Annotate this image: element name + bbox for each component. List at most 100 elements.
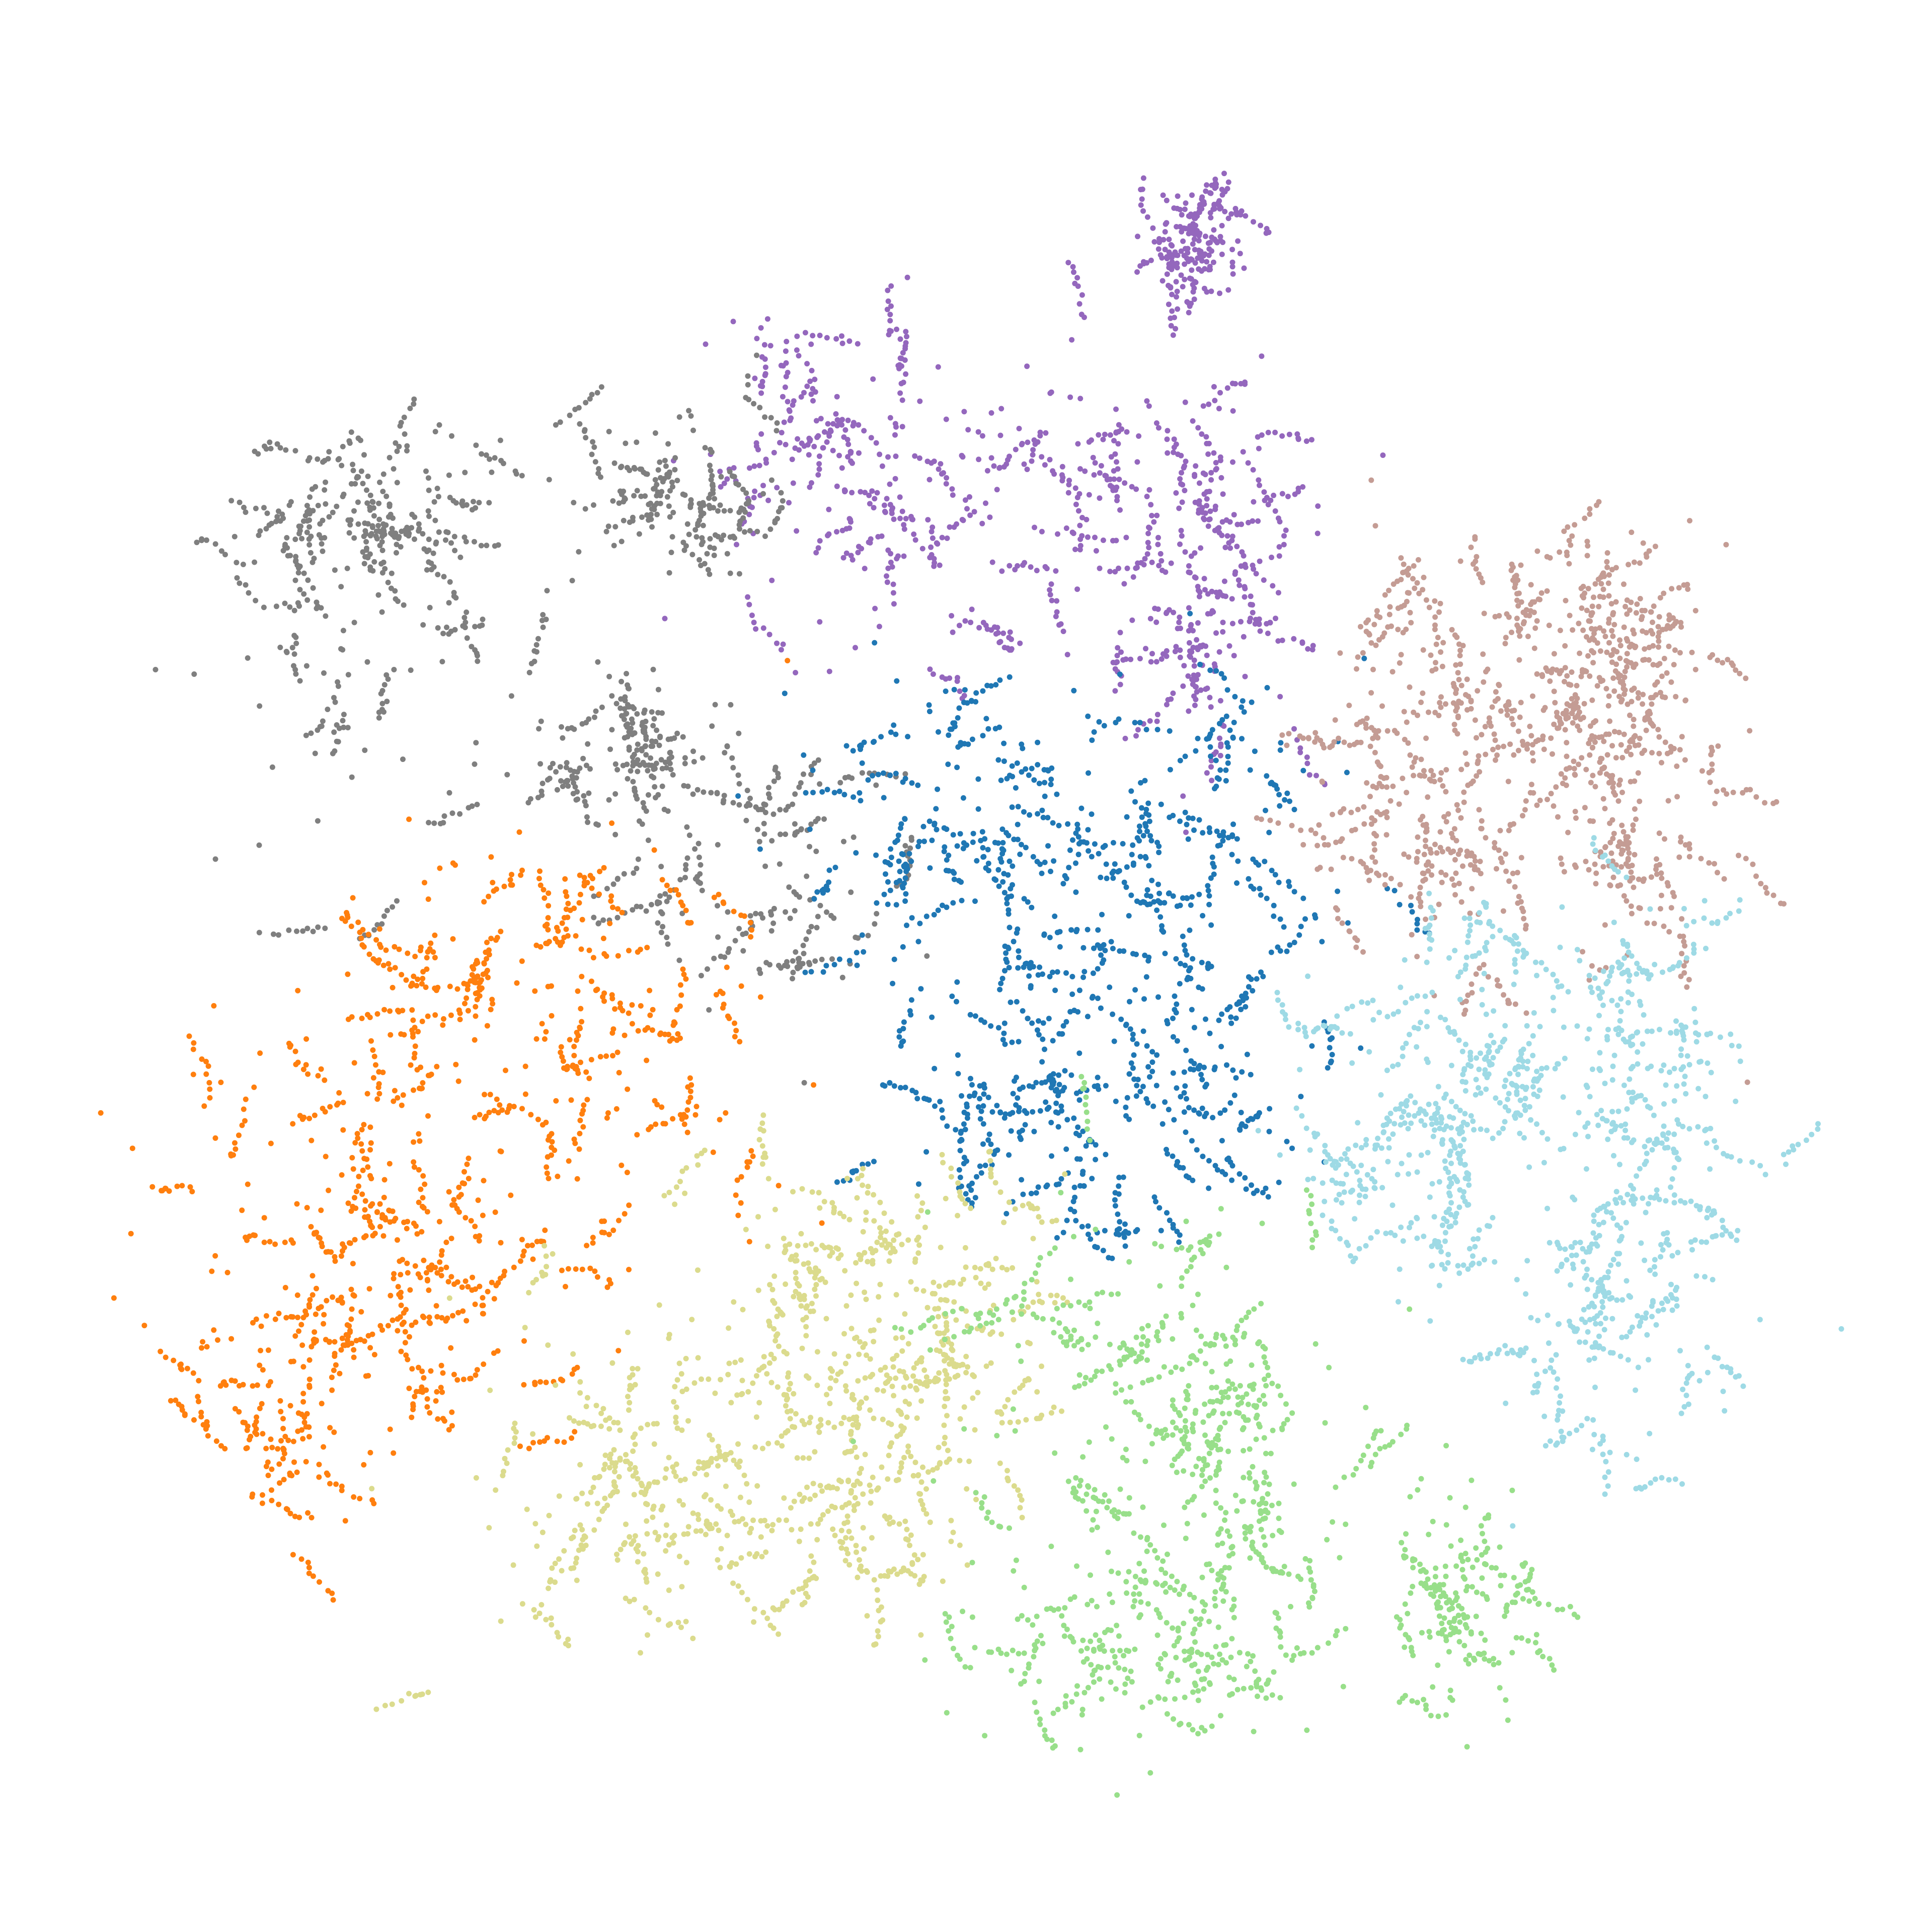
point — [1640, 878, 1646, 884]
point — [424, 955, 430, 961]
point — [318, 1207, 324, 1213]
point — [768, 912, 774, 918]
point — [1564, 740, 1570, 746]
point — [256, 532, 262, 539]
point — [1140, 1028, 1146, 1034]
point — [1130, 951, 1136, 957]
point — [1077, 522, 1083, 528]
point — [882, 859, 888, 865]
point — [939, 1107, 945, 1113]
point — [441, 574, 447, 580]
point — [1071, 1208, 1077, 1214]
point — [292, 448, 298, 454]
point — [659, 765, 665, 772]
point — [205, 1433, 211, 1439]
point — [389, 525, 395, 531]
point — [441, 813, 447, 819]
point — [874, 911, 880, 916]
point — [1148, 257, 1154, 263]
point — [715, 934, 721, 940]
point — [491, 1296, 497, 1302]
point — [1053, 613, 1059, 620]
point — [283, 649, 289, 655]
point — [263, 526, 269, 532]
point — [954, 678, 960, 684]
point — [999, 975, 1006, 981]
point — [727, 469, 733, 475]
point — [419, 1019, 425, 1024]
point — [909, 915, 915, 921]
point — [1230, 1067, 1236, 1073]
point — [1018, 841, 1024, 848]
point — [1161, 237, 1167, 243]
point — [565, 914, 571, 920]
point — [736, 802, 742, 808]
point — [1145, 530, 1151, 536]
point — [433, 539, 439, 545]
point — [1193, 684, 1199, 690]
point — [1001, 740, 1007, 746]
point — [569, 773, 575, 779]
point — [631, 706, 637, 712]
point — [177, 1362, 183, 1368]
point — [432, 517, 438, 523]
point — [932, 1103, 938, 1109]
point — [1164, 1146, 1169, 1153]
point — [622, 706, 628, 712]
point — [1677, 650, 1683, 656]
point — [996, 883, 1002, 889]
point — [473, 1004, 479, 1010]
point — [804, 383, 810, 389]
point — [1107, 476, 1113, 482]
point — [420, 1195, 426, 1201]
point — [1157, 914, 1164, 920]
point — [1260, 1190, 1266, 1196]
point — [1162, 900, 1168, 906]
point — [897, 515, 903, 521]
point — [1151, 519, 1157, 525]
point — [662, 1121, 668, 1127]
point — [1291, 636, 1297, 642]
point — [438, 1385, 444, 1391]
point — [1135, 560, 1141, 566]
point — [361, 561, 367, 567]
point — [1136, 838, 1142, 844]
point — [624, 465, 630, 471]
point — [1111, 1038, 1117, 1044]
point — [1122, 735, 1128, 741]
point — [801, 771, 806, 777]
point — [1039, 870, 1045, 876]
point — [1562, 775, 1568, 781]
point — [601, 1230, 607, 1236]
point — [1089, 854, 1095, 860]
point — [972, 1013, 978, 1019]
point — [399, 972, 405, 978]
point — [306, 1434, 312, 1440]
point — [432, 985, 438, 991]
point — [1133, 486, 1139, 492]
point — [1217, 390, 1223, 396]
point — [517, 1258, 523, 1264]
point — [1283, 527, 1289, 533]
point — [1200, 830, 1206, 836]
point — [718, 484, 724, 490]
point — [1035, 1184, 1041, 1190]
point — [658, 864, 664, 870]
point — [763, 460, 769, 466]
point — [1239, 704, 1245, 710]
point — [582, 427, 588, 433]
point — [465, 1284, 471, 1290]
point — [1265, 631, 1271, 636]
point — [355, 919, 361, 926]
point — [222, 552, 228, 558]
point — [742, 529, 747, 535]
point — [625, 776, 631, 782]
point — [1275, 944, 1281, 950]
point — [322, 535, 328, 541]
point — [794, 528, 800, 534]
point — [1250, 602, 1255, 608]
point — [1437, 700, 1443, 706]
point — [785, 369, 791, 375]
point — [1258, 892, 1264, 898]
point — [720, 990, 726, 996]
